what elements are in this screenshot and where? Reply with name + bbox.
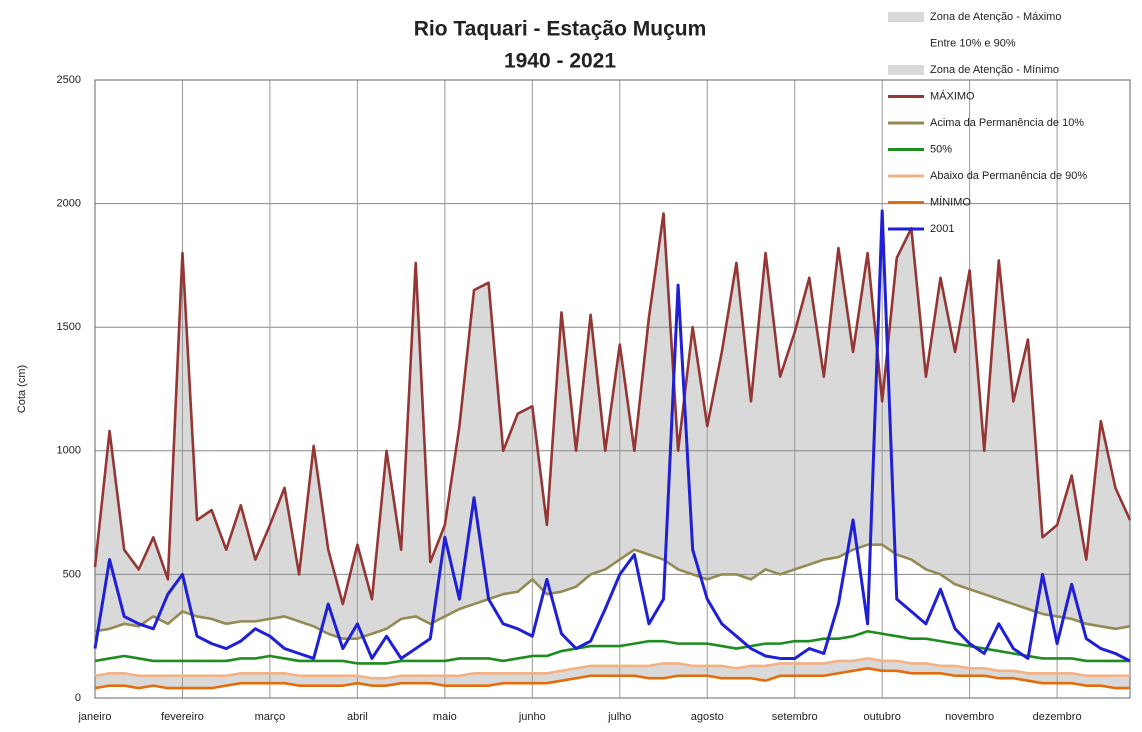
x-tick-label: abril xyxy=(347,711,368,723)
legend-swatch xyxy=(888,12,924,22)
legend-label: MÁXIMO xyxy=(930,89,975,102)
x-tick-label: julho xyxy=(607,711,631,723)
x-tick-label: junho xyxy=(518,711,546,723)
legend-label: 50% xyxy=(930,143,952,155)
series-line xyxy=(94,667,1130,690)
legend-swatch xyxy=(888,65,924,75)
series-line xyxy=(93,212,1132,606)
legend-label: Zona de Atenção - Máximo xyxy=(930,11,1061,23)
series-line xyxy=(94,543,1131,640)
x-tick-label: novembro xyxy=(945,711,994,723)
x-tick-label: outubro xyxy=(864,711,901,723)
legend-label: Acima da Permanência de 10% xyxy=(930,117,1084,129)
x-tick-label: fevereiro xyxy=(161,711,204,723)
y-axis-label: Cota (cm) xyxy=(16,365,28,413)
zone-area xyxy=(95,658,1130,689)
y-tick-label: 1500 xyxy=(57,321,81,333)
x-tick-label: maio xyxy=(433,711,457,723)
y-tick-label: 500 xyxy=(63,568,81,580)
x-tick-label: dezembro xyxy=(1033,711,1082,723)
y-tick-label: 1000 xyxy=(57,445,81,457)
plot-frame xyxy=(94,79,1131,699)
y-tick-label: 2000 xyxy=(57,198,81,210)
chart-title: Rio Taquari - Estação Muçum xyxy=(414,18,707,41)
x-tick-label: março xyxy=(255,711,286,723)
series-line xyxy=(94,629,1130,665)
x-tick-label: setembro xyxy=(772,711,818,723)
legend-label: 2001 xyxy=(930,223,954,235)
legend-note: Entre 10% e 90% xyxy=(930,37,1016,49)
y-tick-label: 0 xyxy=(75,692,81,704)
y-tick-label: 2500 xyxy=(57,74,81,86)
legend-label: Abaixo da Permanência de 90% xyxy=(930,170,1087,182)
legend-label: Zona de Atenção - Mínimo xyxy=(930,64,1059,76)
series-line xyxy=(93,209,1131,663)
series-line xyxy=(94,657,1130,680)
x-tick-label: agosto xyxy=(691,711,724,723)
chart-subtitle: 1940 - 2021 xyxy=(504,50,616,73)
legend-label: MÍNIMO xyxy=(930,195,971,208)
x-tick-label: janeiro xyxy=(77,711,111,723)
